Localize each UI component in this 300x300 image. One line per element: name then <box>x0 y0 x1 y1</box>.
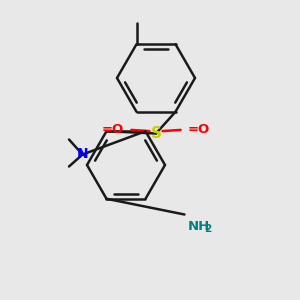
Text: NH: NH <box>188 220 210 233</box>
Text: N: N <box>77 148 88 161</box>
Text: =O: =O <box>102 123 124 136</box>
Text: 2: 2 <box>204 224 211 233</box>
Text: =O: =O <box>188 123 210 136</box>
Text: S: S <box>151 126 161 141</box>
